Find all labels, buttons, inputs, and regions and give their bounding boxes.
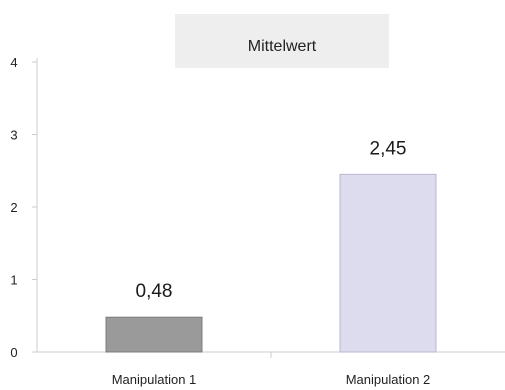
y-tick-label: 0 bbox=[10, 345, 17, 360]
category-label-2: Manipulation 2 bbox=[346, 372, 431, 387]
data-labels: 0,48 2,45 bbox=[136, 138, 407, 302]
bar-2 bbox=[339, 173, 437, 353]
y-tick-label: 2 bbox=[10, 200, 17, 215]
bar-1 bbox=[105, 316, 203, 353]
category-label-1: Manipulation 1 bbox=[112, 372, 197, 387]
chart-title: Mittelwert bbox=[248, 38, 317, 55]
bars bbox=[105, 173, 437, 353]
y-tick-label: 3 bbox=[10, 128, 17, 143]
y-axis-ticks: 0 1 2 3 4 bbox=[10, 55, 37, 360]
data-label-2: 2,45 bbox=[370, 138, 407, 159]
category-labels: Manipulation 1 Manipulation 2 bbox=[112, 372, 431, 387]
data-label-1: 0,48 bbox=[136, 281, 173, 302]
y-tick-label: 4 bbox=[10, 55, 17, 70]
title-box bbox=[175, 14, 389, 68]
y-tick-label: 1 bbox=[10, 273, 17, 288]
